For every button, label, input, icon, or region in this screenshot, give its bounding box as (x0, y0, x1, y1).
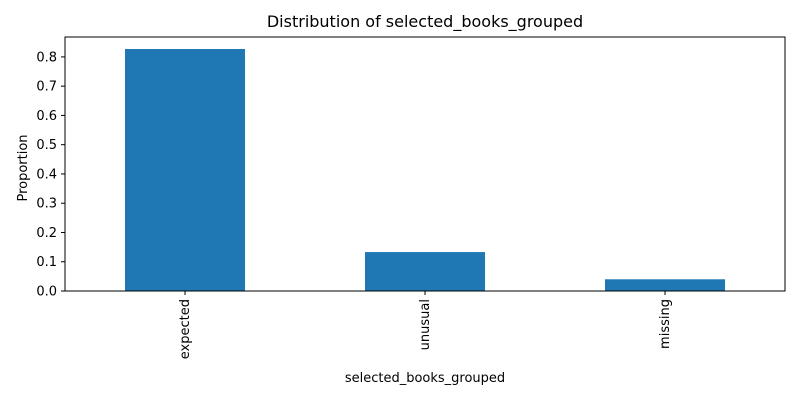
bars (125, 48, 725, 291)
y-tick-label: 0.3 (36, 197, 57, 212)
y-tick-label: 0.0 (36, 285, 57, 300)
y-tick-label: 0.2 (36, 226, 57, 241)
plot-area-frame (64, 36, 786, 292)
y-tick-label: 0.1 (36, 255, 57, 270)
y-tick-label: 0.6 (36, 109, 57, 124)
bar-missing (605, 279, 725, 291)
y-tick-label: 0.4 (36, 167, 57, 182)
x-tick-label: missing (658, 299, 673, 349)
y-axis-label: Proportion (16, 134, 31, 201)
x-tick-label: unusual (418, 299, 433, 350)
y-tick-label: 0.7 (36, 80, 57, 95)
chart-title: Distribution of selected_books_grouped (267, 12, 583, 32)
bar-expected (125, 48, 245, 291)
bar-unusual (365, 252, 485, 291)
x-axis-ticks: expected unusual missing (178, 291, 673, 359)
y-tick-label: 0.8 (36, 50, 57, 65)
y-tick-label: 0.5 (36, 138, 57, 153)
x-tick-label: expected (178, 299, 193, 359)
y-axis-ticks: 0.0 0.1 0.2 0.3 0.4 0.5 0.6 0.7 0.8 (36, 50, 65, 300)
x-axis-label: selected_books_grouped (345, 371, 505, 386)
